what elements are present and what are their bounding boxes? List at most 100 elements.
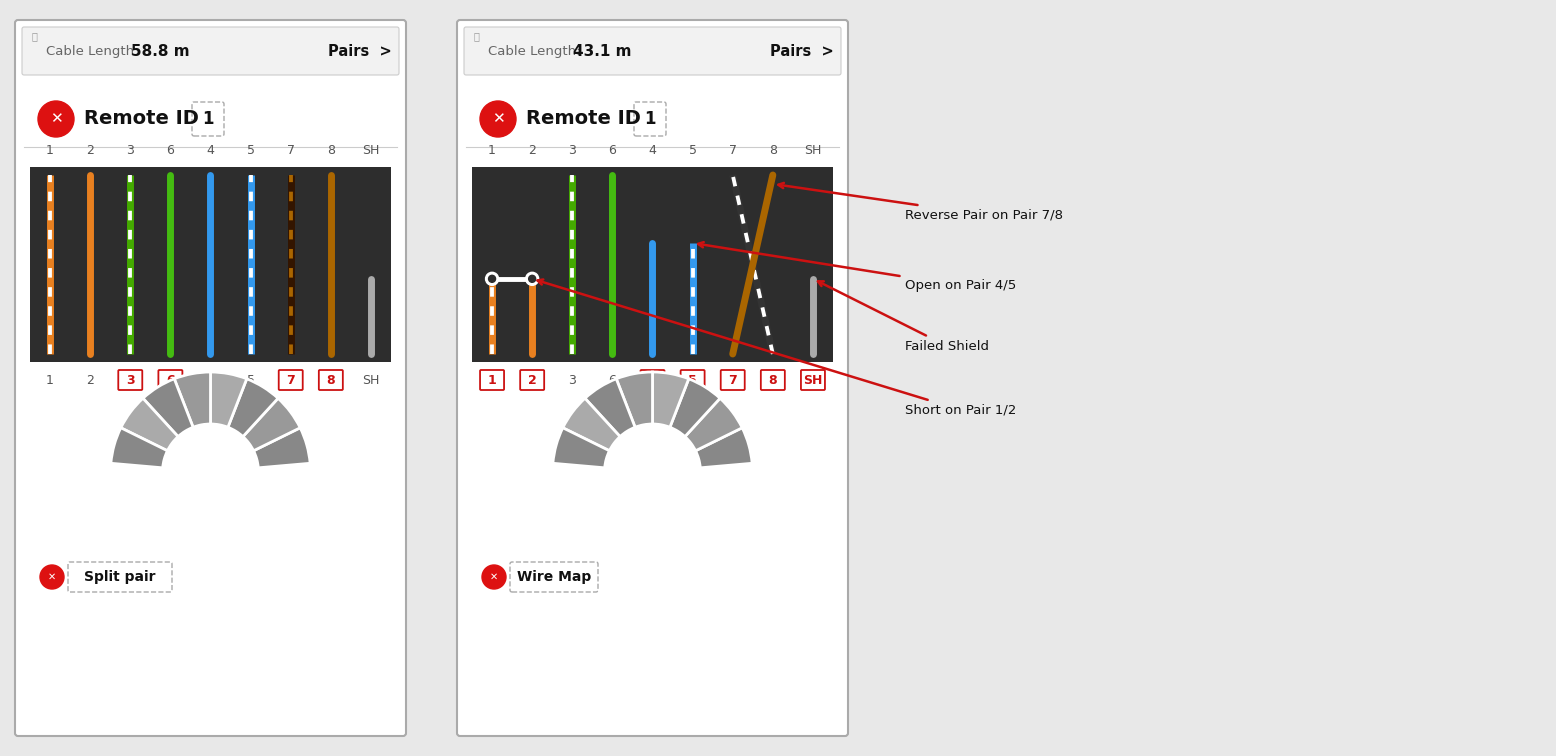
Text: Open on Pair 4/5: Open on Pair 4/5: [699, 242, 1016, 293]
Circle shape: [485, 272, 498, 285]
Text: Wire Map: Wire Map: [517, 570, 591, 584]
Text: SH: SH: [803, 373, 823, 386]
Text: Split pair: Split pair: [84, 570, 156, 584]
Wedge shape: [685, 398, 742, 451]
Wedge shape: [652, 372, 689, 427]
Text: 8: 8: [769, 373, 776, 386]
Text: 1: 1: [487, 373, 496, 386]
Text: 7: 7: [728, 144, 736, 157]
Wedge shape: [227, 379, 279, 437]
Text: SH: SH: [363, 373, 380, 386]
FancyBboxPatch shape: [457, 20, 848, 736]
Text: 1: 1: [644, 110, 655, 128]
Text: ✕: ✕: [490, 572, 498, 582]
Text: 8: 8: [327, 144, 335, 157]
FancyBboxPatch shape: [481, 370, 504, 390]
Text: 6: 6: [166, 144, 174, 157]
Text: 1: 1: [47, 144, 54, 157]
FancyBboxPatch shape: [720, 370, 745, 390]
Text: 5: 5: [689, 144, 697, 157]
Text: 6: 6: [166, 373, 174, 386]
FancyBboxPatch shape: [761, 370, 784, 390]
FancyBboxPatch shape: [641, 370, 664, 390]
Text: 6: 6: [608, 373, 616, 386]
Text: 7: 7: [286, 373, 296, 386]
Text: 7: 7: [286, 144, 294, 157]
Wedge shape: [121, 398, 177, 451]
FancyBboxPatch shape: [680, 370, 705, 390]
Wedge shape: [110, 428, 168, 468]
Text: ✕: ✕: [48, 572, 56, 582]
Text: 5: 5: [246, 144, 255, 157]
Text: 3: 3: [568, 373, 576, 386]
Text: Remote ID: Remote ID: [84, 110, 199, 129]
Text: 1: 1: [202, 110, 213, 128]
Wedge shape: [696, 428, 752, 468]
FancyBboxPatch shape: [191, 102, 224, 136]
Text: Pairs  >: Pairs >: [328, 44, 392, 58]
Text: ⬜: ⬜: [475, 31, 479, 41]
Text: 8: 8: [769, 144, 776, 157]
Text: 5: 5: [246, 373, 255, 386]
FancyBboxPatch shape: [118, 370, 142, 390]
Text: 5: 5: [688, 373, 697, 386]
Bar: [30, 167, 391, 362]
Text: 1: 1: [47, 373, 54, 386]
FancyBboxPatch shape: [68, 562, 173, 592]
Text: Cable Length:: Cable Length:: [47, 45, 143, 57]
Wedge shape: [671, 379, 720, 437]
Circle shape: [37, 101, 75, 137]
Text: 1: 1: [489, 144, 496, 157]
FancyBboxPatch shape: [319, 370, 342, 390]
Text: 4: 4: [207, 373, 215, 386]
Text: 3: 3: [126, 373, 134, 386]
Wedge shape: [563, 398, 621, 451]
Wedge shape: [143, 379, 193, 437]
Text: Short on Pair 1/2: Short on Pair 1/2: [537, 280, 1016, 417]
Text: 3: 3: [126, 144, 134, 157]
Wedge shape: [174, 372, 210, 427]
Wedge shape: [254, 428, 310, 468]
Text: 4: 4: [649, 144, 657, 157]
Wedge shape: [585, 379, 635, 437]
FancyBboxPatch shape: [520, 370, 545, 390]
Text: 3: 3: [568, 144, 576, 157]
FancyBboxPatch shape: [464, 27, 840, 75]
Text: ⬜: ⬜: [33, 31, 37, 41]
Wedge shape: [552, 428, 610, 468]
Text: Pairs  >: Pairs >: [770, 44, 834, 58]
Text: Failed Shield: Failed Shield: [818, 281, 990, 352]
Circle shape: [529, 275, 535, 282]
Circle shape: [479, 101, 517, 137]
Text: 43.1 m: 43.1 m: [573, 44, 632, 58]
FancyBboxPatch shape: [22, 27, 398, 75]
Text: 8: 8: [327, 373, 335, 386]
Text: 2: 2: [86, 373, 93, 386]
Text: 4: 4: [649, 373, 657, 386]
Text: Remote ID: Remote ID: [526, 110, 641, 129]
Text: 2: 2: [527, 373, 537, 386]
Bar: [471, 167, 832, 362]
FancyBboxPatch shape: [633, 102, 666, 136]
FancyBboxPatch shape: [16, 20, 406, 736]
Text: 58.8 m: 58.8 m: [131, 44, 190, 58]
Circle shape: [482, 565, 506, 589]
FancyBboxPatch shape: [279, 370, 303, 390]
Text: ✕: ✕: [50, 111, 62, 126]
Text: SH: SH: [804, 144, 822, 157]
Circle shape: [40, 565, 64, 589]
FancyBboxPatch shape: [801, 370, 825, 390]
Text: 2: 2: [527, 144, 537, 157]
Text: Cable Length:: Cable Length:: [489, 45, 585, 57]
Text: 2: 2: [86, 144, 93, 157]
FancyBboxPatch shape: [159, 370, 182, 390]
Wedge shape: [243, 398, 300, 451]
Text: ✕: ✕: [492, 111, 504, 126]
Circle shape: [526, 272, 538, 285]
Text: Reverse Pair on Pair 7/8: Reverse Pair on Pair 7/8: [778, 183, 1063, 222]
Text: 4: 4: [207, 144, 215, 157]
Circle shape: [489, 275, 495, 282]
Wedge shape: [210, 372, 247, 427]
Text: SH: SH: [363, 144, 380, 157]
FancyBboxPatch shape: [510, 562, 598, 592]
